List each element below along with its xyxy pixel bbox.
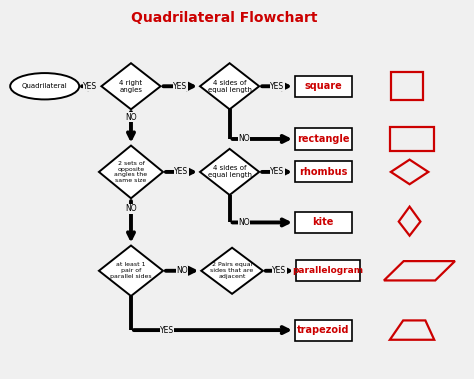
Bar bbox=[295, 212, 352, 233]
Polygon shape bbox=[201, 248, 263, 294]
Bar bbox=[296, 260, 360, 281]
Text: NO: NO bbox=[238, 135, 250, 144]
Ellipse shape bbox=[10, 73, 79, 99]
Text: NO: NO bbox=[125, 113, 137, 122]
Polygon shape bbox=[101, 63, 161, 109]
Polygon shape bbox=[200, 149, 259, 195]
Bar bbox=[295, 161, 352, 182]
Polygon shape bbox=[99, 146, 163, 198]
Bar bbox=[295, 128, 352, 150]
Text: YES: YES bbox=[270, 82, 284, 91]
Bar bbox=[295, 76, 352, 97]
Text: YES: YES bbox=[83, 82, 97, 91]
Polygon shape bbox=[99, 246, 163, 296]
Text: NO: NO bbox=[238, 218, 250, 227]
Bar bbox=[295, 319, 352, 341]
Text: YES: YES bbox=[173, 82, 187, 91]
Text: kite: kite bbox=[313, 218, 334, 227]
Text: 2 sets of
opposite
angles the
same size: 2 sets of opposite angles the same size bbox=[114, 161, 147, 183]
Text: Quadrilateral Flowchart: Quadrilateral Flowchart bbox=[131, 11, 318, 25]
Text: at least 1
pair of
parallel sides: at least 1 pair of parallel sides bbox=[110, 263, 152, 279]
Text: rectangle: rectangle bbox=[297, 134, 349, 144]
Text: 4 sides of
equal length: 4 sides of equal length bbox=[208, 80, 252, 93]
Text: NO: NO bbox=[125, 204, 137, 213]
Text: trapezoid: trapezoid bbox=[297, 325, 349, 335]
Text: Quadrilateral: Quadrilateral bbox=[22, 83, 68, 89]
Text: square: square bbox=[304, 81, 342, 91]
Polygon shape bbox=[200, 63, 259, 109]
Text: YES: YES bbox=[270, 168, 284, 177]
Text: NO: NO bbox=[176, 266, 188, 275]
Text: 4 sides of
equal length: 4 sides of equal length bbox=[208, 165, 252, 179]
Text: parallelogram: parallelogram bbox=[292, 266, 364, 275]
Text: 2 Pairs equal
sides that are
adjacent: 2 Pairs equal sides that are adjacent bbox=[210, 263, 254, 279]
Text: 4 right
angles: 4 right angles bbox=[119, 80, 143, 93]
Text: YES: YES bbox=[160, 326, 174, 335]
Text: YES: YES bbox=[174, 168, 189, 177]
Text: rhombus: rhombus bbox=[299, 167, 347, 177]
Text: YES: YES bbox=[273, 266, 287, 275]
